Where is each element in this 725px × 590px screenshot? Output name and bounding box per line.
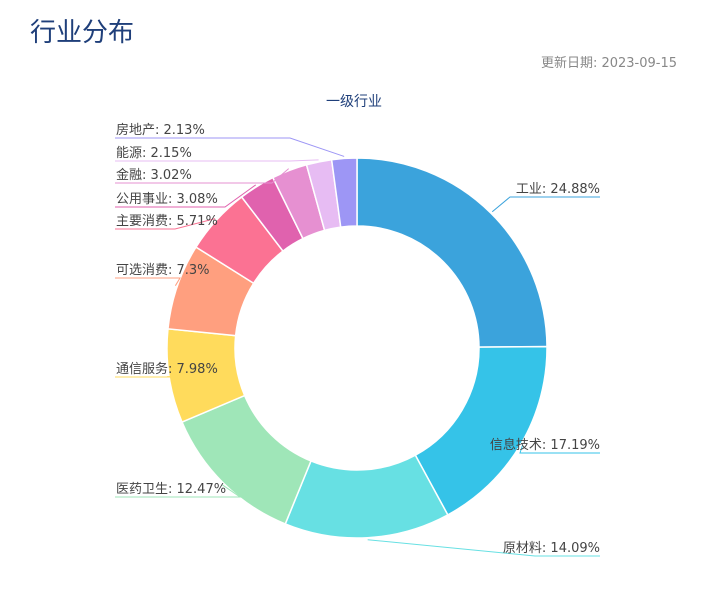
leader-line-10 bbox=[115, 159, 319, 162]
leader-line-9 bbox=[115, 168, 290, 184]
donut-slice-2[interactable] bbox=[414, 345, 548, 516]
update-date: 更新日期: 2023-09-15 bbox=[540, 56, 677, 71]
leader-line-8 bbox=[115, 184, 257, 208]
chart-title: 一级行业 bbox=[326, 94, 382, 110]
slice-label-8: 公用事业: 3.08% bbox=[116, 192, 218, 207]
slice-labels: 工业: 24.88% 信息技术: 17.19% 原材料: 14.09% 医药卫生: 1… bbox=[115, 122, 600, 557]
donut-slice-11[interactable] bbox=[330, 157, 358, 228]
donut-slice-4[interactable] bbox=[181, 394, 312, 525]
page-title: 行业分布 bbox=[30, 18, 135, 48]
slice-label-1: 工业: 24.88% bbox=[516, 182, 600, 197]
leader-line-4 bbox=[115, 484, 242, 498]
slice-label-6: 可选消费: 7.3% bbox=[116, 263, 210, 278]
slice-label-4: 医药卫生: 12.47% bbox=[116, 482, 226, 497]
donut-slice-1[interactable] bbox=[356, 157, 548, 348]
slice-label-3: 原材料: 14.09% bbox=[503, 541, 600, 556]
slice-label-5: 通信服务: 7.98% bbox=[116, 361, 218, 377]
slice-label-9: 金融: 3.02% bbox=[116, 167, 192, 183]
leader-line-3 bbox=[367, 539, 600, 557]
leader-line-2 bbox=[519, 445, 600, 454]
slice-label-10: 能源: 2.15% bbox=[116, 146, 192, 161]
leader-line-7 bbox=[115, 218, 216, 230]
slice-label-7: 主要消费: 5.71% bbox=[116, 214, 218, 229]
leader-line-6 bbox=[115, 277, 181, 286]
slice-label-2: 信息技术: 17.19% bbox=[490, 437, 600, 453]
leader-line-11 bbox=[115, 137, 345, 157]
slice-label-11: 房地产: 2.13% bbox=[116, 122, 205, 138]
leader-line-1 bbox=[491, 196, 600, 213]
donut-slices bbox=[166, 157, 548, 539]
